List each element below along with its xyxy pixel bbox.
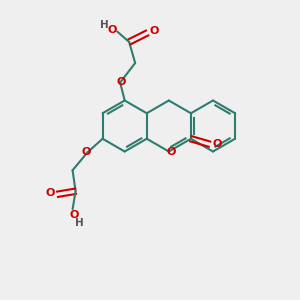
Text: H: H <box>75 218 84 228</box>
Text: O: O <box>45 188 55 198</box>
Text: O: O <box>108 25 117 35</box>
Text: O: O <box>167 147 176 157</box>
Text: O: O <box>81 147 91 157</box>
Text: H: H <box>100 20 109 30</box>
Text: O: O <box>69 210 79 220</box>
Text: O: O <box>117 77 126 87</box>
Text: O: O <box>212 139 222 149</box>
Text: O: O <box>150 26 159 37</box>
